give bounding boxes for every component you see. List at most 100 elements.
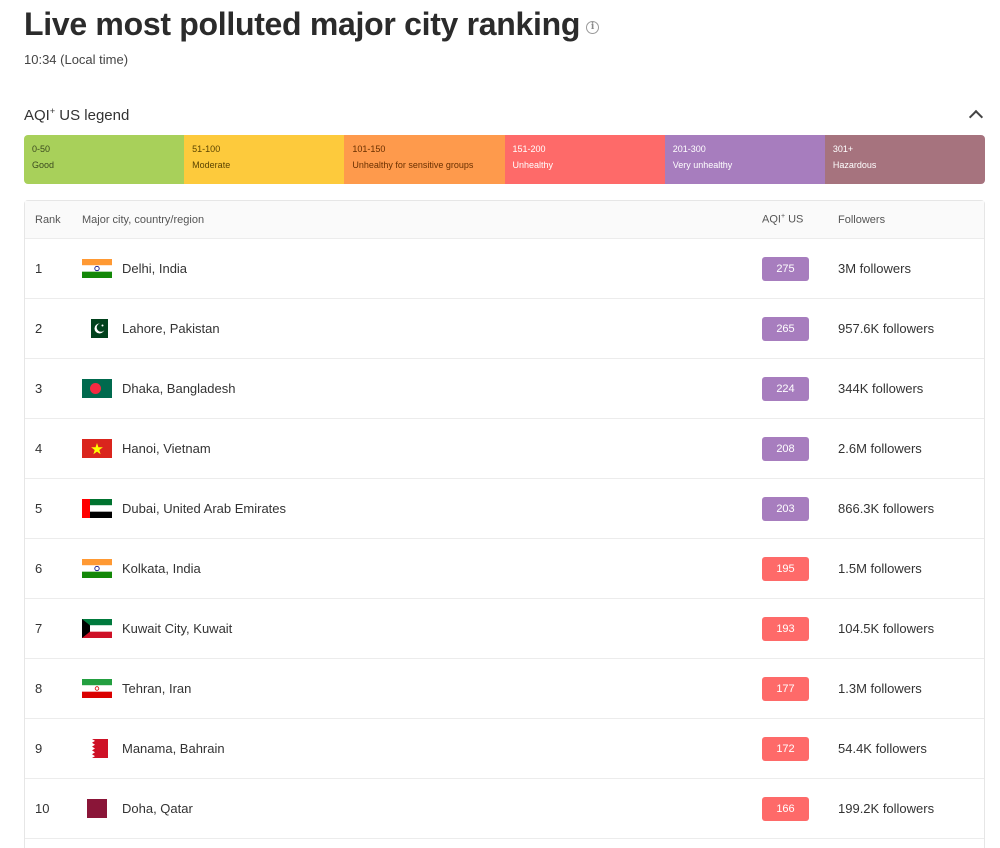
legend-range: 151-200 (512, 144, 546, 154)
table-row[interactable]: 1 Delhi, India 275 3M followers (25, 239, 984, 299)
city-cell: Kuwait City, Kuwait (82, 619, 762, 638)
legend-segment: 301+ Hazardous (824, 135, 985, 184)
bahrain-flag-icon (82, 739, 112, 758)
aqi-cell: 172 (762, 736, 838, 761)
followers-cell: 957.6K followers (838, 321, 935, 336)
aqi-cell: 265 (762, 316, 838, 341)
chevron-up-icon[interactable] (968, 109, 984, 125)
rank-cell: 5 (35, 501, 43, 516)
legend-segment: 101-150 Unhealthy for sensitive groups (344, 135, 505, 184)
city-name-link[interactable]: Lahore, Pakistan (122, 321, 220, 336)
header-rank: Rank (35, 213, 61, 226)
legend-header[interactable]: AQI+ US legend (24, 106, 985, 125)
followers-cell: 104.5K followers (838, 621, 935, 636)
city-cell: Kolkata, India (82, 559, 762, 578)
legend-range: 51-100 (192, 144, 221, 154)
city-name-link[interactable]: Doha, Qatar (122, 801, 193, 816)
city-name-link[interactable]: Manama, Bahrain (122, 741, 225, 756)
india-flag-icon (82, 259, 112, 278)
table-row[interactable]: 6 Kolkata, India 195 1.5M followers (25, 539, 984, 599)
followers-cell: 54.4K followers (838, 741, 927, 756)
legend-title-main: AQI (24, 107, 50, 124)
local-time: 10:34 (Local time) (24, 52, 129, 67)
iran-flag-icon (82, 679, 112, 698)
legend-segment: 51-100 Moderate (184, 135, 345, 184)
table-row[interactable]: 9 Manama, Bahrain 172 54.4K followers (25, 719, 984, 779)
aqi-badge: 208 (762, 436, 809, 461)
table-row[interactable]: 5 Dubai, United Arab Emirates 203 866.3K fo… (25, 479, 984, 539)
table-row[interactable]: 7 Kuwait City, Kuwait 193 104.5K followers (25, 599, 984, 659)
aqi-cell: 195 (762, 556, 838, 581)
city-cell: Delhi, India (82, 259, 762, 278)
legend-label: Hazardous (832, 160, 877, 170)
legend-label: Moderate (192, 160, 231, 170)
rank-cell: 6 (35, 561, 43, 576)
legend-title-rest: US legend (55, 107, 130, 124)
aqi-badge: 193 (762, 616, 809, 641)
rank-cell: 9 (35, 741, 43, 756)
aqi-cell: 275 (762, 256, 838, 281)
table-header: Rank Major city, country/region AQI+ US … (25, 201, 984, 239)
legend-label: Good (32, 160, 55, 170)
followers-cell: 866.3K followers (838, 501, 935, 516)
header-aqi-main: AQI (762, 213, 781, 226)
aqi-badge: 166 (762, 796, 809, 821)
rank-cell: 4 (35, 441, 43, 456)
bangladesh-flag-icon (82, 379, 112, 398)
india-flag-icon (82, 559, 112, 578)
table-row[interactable]: 3 Dhaka, Bangladesh 224 344K followers (25, 359, 984, 419)
title-row: Live most polluted major city ranking i (24, 4, 600, 44)
kuwait-flag-icon (82, 619, 112, 638)
info-icon[interactable]: i (586, 20, 600, 34)
legend-label: Very unhealthy (672, 160, 733, 170)
city-cell: Manama, Bahrain (82, 739, 762, 758)
city-cell: Hanoi, Vietnam (82, 439, 762, 458)
table-row[interactable]: 10 Doha, Qatar 166 199.2K followers (25, 779, 984, 839)
city-cell: Dubai, United Arab Emirates (82, 499, 762, 518)
header-aqi-rest: US (785, 213, 804, 226)
aqi-badge: 224 (762, 376, 809, 401)
table-row[interactable]: 4 Hanoi, Vietnam 208 2.6M followers (25, 419, 984, 479)
legend-range: 101-150 (352, 144, 386, 154)
table-body: 1 Delhi, India 275 3M followers 2 Lahore, Pak… (25, 239, 984, 839)
city-cell: Doha, Qatar (82, 799, 762, 818)
aqi-badge: 265 (762, 316, 809, 341)
legend-label: Unhealthy for sensitive groups (352, 160, 474, 170)
page-title: Live most polluted major city ranking (24, 6, 581, 42)
city-name-link[interactable]: Dubai, United Arab Emirates (122, 501, 287, 516)
rank-cell: 7 (35, 621, 43, 636)
city-cell: Tehran, Iran (82, 679, 762, 698)
legend-range: 301+ (832, 144, 854, 154)
city-name-link[interactable]: Kuwait City, Kuwait (122, 621, 233, 636)
followers-cell: 199.2K followers (838, 801, 935, 816)
city-name-link[interactable]: Dhaka, Bangladesh (122, 381, 236, 396)
followers-cell: 3M followers (838, 261, 911, 276)
aqi-badge: 177 (762, 676, 809, 701)
city-name-link[interactable]: Delhi, India (122, 261, 188, 276)
followers-cell: 344K followers (838, 381, 924, 396)
city-name-link[interactable]: Hanoi, Vietnam (122, 441, 211, 456)
city-name-link[interactable]: Tehran, Iran (122, 681, 192, 696)
rank-cell: 2 (35, 321, 43, 336)
pakistan-flag-icon (82, 319, 112, 338)
followers-cell: 1.5M followers (838, 561, 922, 576)
city-cell: Dhaka, Bangladesh (82, 379, 762, 398)
city-cell: Lahore, Pakistan (82, 319, 762, 338)
legend-range: 201-300 (672, 144, 706, 154)
vietnam-flag-icon (82, 439, 112, 458)
table-row[interactable]: 2 Lahore, Pakistan 265 957.6K followers (25, 299, 984, 359)
aqi-cell: 166 (762, 796, 838, 821)
legend-range: 0-50 (32, 144, 51, 154)
aqi-badge: 275 (762, 256, 809, 281)
aqi-badge: 172 (762, 736, 809, 761)
aqi-badge: 195 (762, 556, 809, 581)
header-city: Major city, country/region (82, 213, 205, 226)
legend-title-sup: + (49, 106, 56, 116)
legend-segment: 201-300 Very unhealthy (664, 135, 825, 184)
rank-cell: 10 (35, 801, 50, 816)
uae-flag-icon (82, 499, 112, 518)
page-header: Live most polluted major city ranking i … (24, 4, 600, 67)
followers-cell: 1.3M followers (838, 681, 922, 696)
city-name-link[interactable]: Kolkata, India (122, 561, 201, 576)
table-row[interactable]: 8 Tehran, Iran 177 1.3M followers (25, 659, 984, 719)
